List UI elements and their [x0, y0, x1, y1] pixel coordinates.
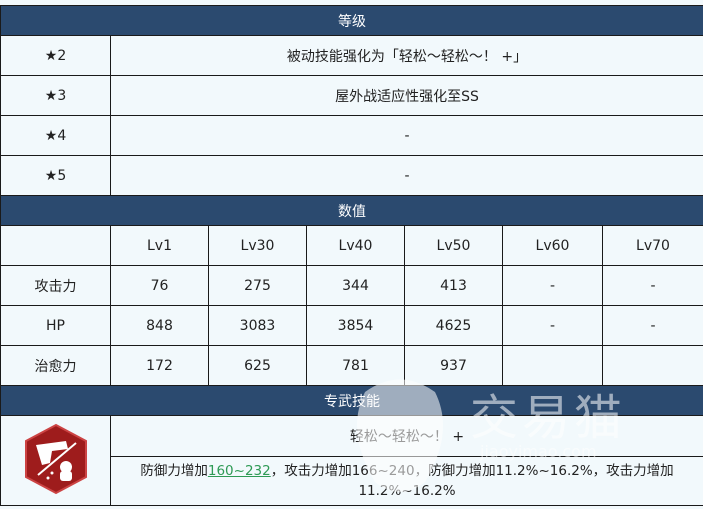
- stat-cell: 413: [404, 265, 503, 306]
- stat-cell: 4625: [404, 305, 503, 346]
- stats-header: 数值: [0, 195, 703, 226]
- weapon-skill-description: 防御力增加160~232，攻击力增加166~240，防御力增加11.2%~16.…: [109, 456, 703, 506]
- column-header: Lv60: [502, 225, 603, 266]
- stats-column-headers: Lv1 Lv30 Lv40 Lv50 Lv60 Lv70: [0, 225, 703, 266]
- weapon-skill-name: 轻松～轻松～！ +: [109, 415, 703, 457]
- row-label: 治愈力: [0, 345, 111, 386]
- stat-cell: 344: [306, 265, 405, 306]
- empty-cell: [0, 225, 111, 266]
- row-label: 攻击力: [0, 265, 111, 306]
- stat-cell: 172: [110, 345, 209, 386]
- level-effect: -: [109, 115, 703, 156]
- level-effect: 被动技能强化为「轻松～轻松～！ +」: [109, 35, 703, 76]
- column-header: Lv50: [404, 225, 503, 266]
- column-header: Lv1: [110, 225, 209, 266]
- table-row: ★2 被动技能强化为「轻松～轻松～！ +」: [0, 35, 703, 76]
- column-header: Lv30: [208, 225, 307, 266]
- pistol-weapon-icon: [24, 423, 87, 494]
- stat-cell: [601, 345, 703, 386]
- table-row: 攻击力 76 275 344 413- -: [0, 265, 703, 306]
- stat-cell: 625: [208, 345, 307, 386]
- table-row: ★3 屋外战适应性强化至SS: [0, 75, 703, 116]
- value-link[interactable]: 160~232: [207, 463, 271, 479]
- stat-cell: -: [601, 305, 703, 346]
- desc-text: ，攻击力增加166~240，防御力增加11.2%~16.2%，攻击力增加11.2…: [270, 463, 674, 499]
- stat-cell: -: [502, 305, 603, 346]
- stat-cell: 848: [110, 305, 209, 346]
- stat-cell: 3083: [208, 305, 307, 346]
- stat-cell: -: [601, 265, 703, 306]
- star-label: ★2: [0, 35, 111, 76]
- table-row: 轻松～轻松～！ +: [0, 415, 703, 506]
- stat-cell: 76: [110, 265, 209, 306]
- level-header: 等级: [0, 5, 703, 36]
- column-header: Lv40: [306, 225, 405, 266]
- star-label: ★3: [0, 75, 111, 116]
- stat-cell: 275: [208, 265, 307, 306]
- weapon-icon-cell: [0, 415, 111, 506]
- column-header: Lv70: [601, 225, 703, 266]
- table-row: 治愈力 172 625 781 937: [0, 345, 703, 386]
- row-label: HP: [0, 305, 111, 346]
- star-label: ★4: [0, 115, 111, 156]
- stat-cell: -: [502, 265, 603, 306]
- character-table: 等级 ★2 被动技能强化为「轻松～轻松～！ +」 ★3 屋外战适应性强化至SS ★4…: [0, 5, 703, 506]
- stat-cell: 937: [404, 345, 503, 386]
- weapon-header: 专武技能: [0, 385, 703, 416]
- level-effect: 屋外战适应性强化至SS: [109, 75, 703, 116]
- table-row: ★5-: [0, 155, 703, 196]
- stat-cell: 781: [306, 345, 405, 386]
- stat-cell: 3854: [306, 305, 405, 346]
- table-row: HP 848 3083 3854 4625- -: [0, 305, 703, 346]
- star-label: ★5: [0, 155, 111, 196]
- table-row: ★4-: [0, 115, 703, 156]
- stat-cell: [502, 345, 603, 386]
- desc-text: 防御力增加: [140, 463, 208, 479]
- level-effect: -: [109, 155, 703, 196]
